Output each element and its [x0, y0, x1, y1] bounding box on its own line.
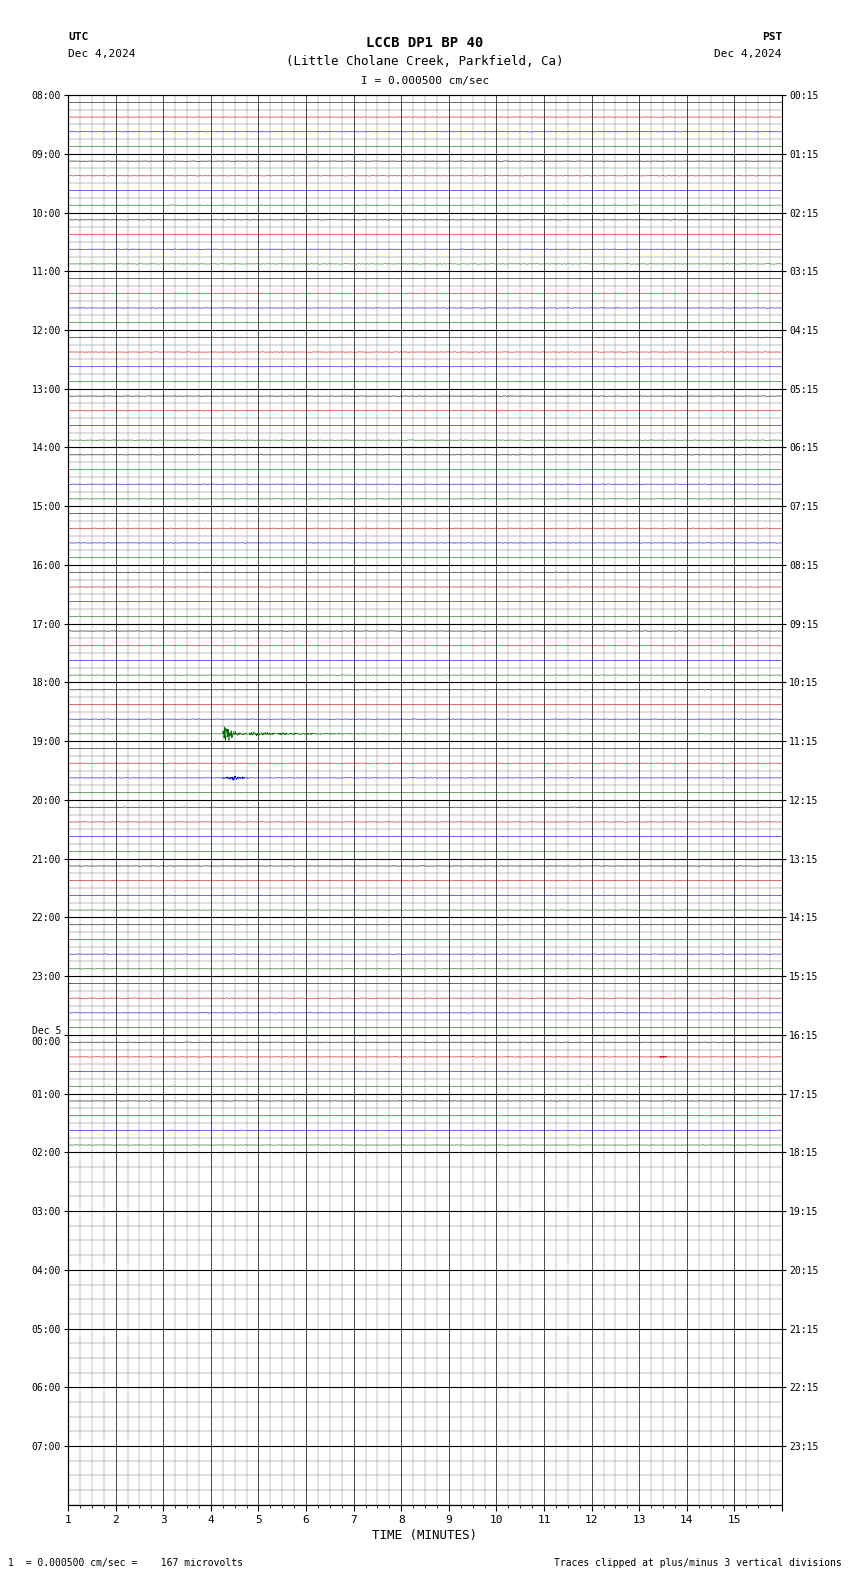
Text: 1  = 0.000500 cm/sec =    167 microvolts: 1 = 0.000500 cm/sec = 167 microvolts: [8, 1559, 243, 1568]
Text: (Little Cholane Creek, Parkfield, Ca): (Little Cholane Creek, Parkfield, Ca): [286, 55, 564, 68]
X-axis label: TIME (MINUTES): TIME (MINUTES): [372, 1530, 478, 1543]
Text: Dec 4,2024: Dec 4,2024: [68, 49, 135, 59]
Text: UTC: UTC: [68, 32, 88, 41]
Text: LCCB DP1 BP 40: LCCB DP1 BP 40: [366, 36, 484, 51]
Text: PST: PST: [762, 32, 782, 41]
Text: I = 0.000500 cm/sec: I = 0.000500 cm/sec: [361, 76, 489, 86]
Text: Dec 4,2024: Dec 4,2024: [715, 49, 782, 59]
Text: Traces clipped at plus/minus 3 vertical divisions: Traces clipped at plus/minus 3 vertical …: [553, 1559, 842, 1568]
